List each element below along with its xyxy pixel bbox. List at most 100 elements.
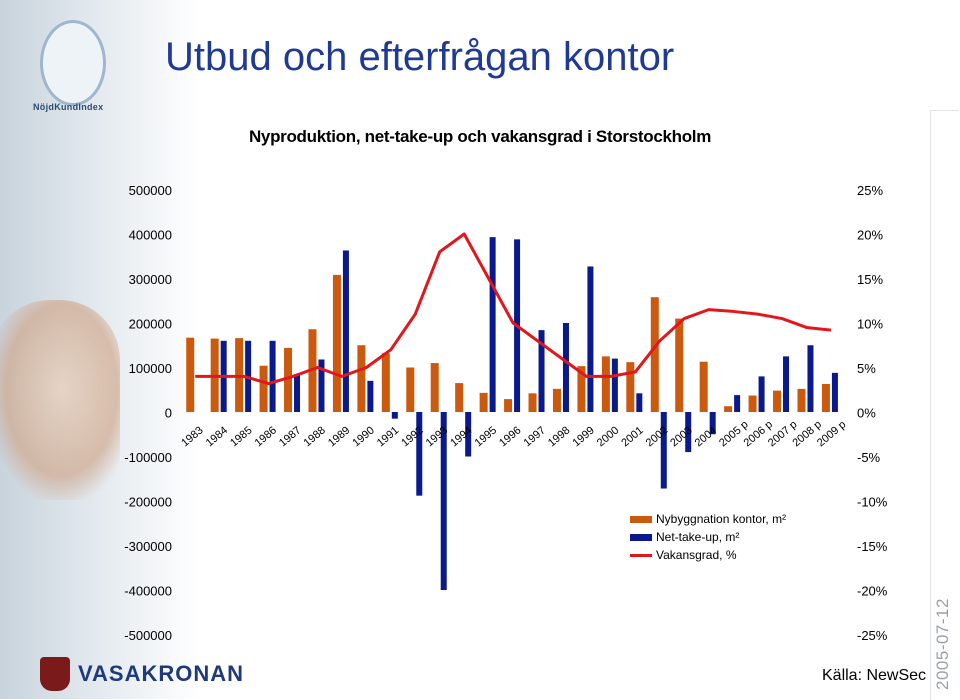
x-tick-label: 1983 [179, 424, 205, 449]
x-tick-label: 1990 [350, 424, 376, 449]
bar-net-take-up [269, 340, 276, 412]
vasakronan-brand: VASAKRONAN [40, 657, 244, 691]
bar-new-construction [724, 406, 733, 412]
y-tick-left: -500000 [124, 628, 172, 643]
bar-new-construction [259, 365, 268, 412]
y-tick-right: -5% [857, 450, 881, 465]
bar-new-construction [357, 345, 366, 412]
bar-net-take-up [709, 412, 716, 435]
x-tick-label: 1998 [546, 424, 572, 449]
y-tick-right: 20% [857, 228, 883, 243]
x-tick-label: 2001 [619, 424, 645, 449]
chart-title: Nyproduktion, net-take-up och vakansgrad… [248, 127, 712, 146]
vacancy-line [195, 232, 832, 386]
bar-net-take-up [758, 376, 765, 412]
bar-net-take-up [465, 412, 472, 457]
bar-new-construction [797, 388, 806, 412]
bar-new-construction [773, 390, 782, 412]
x-tick-label: 1997 [522, 424, 548, 449]
source-note: Källa: NewSec [822, 667, 927, 684]
y-tick-right: -10% [857, 495, 888, 510]
date-stamp: 2005-07-12 [933, 598, 952, 690]
y-tick-left: -200000 [124, 495, 172, 510]
y-tick-right: -15% [857, 539, 888, 554]
y-tick-left: 500000 [129, 183, 172, 198]
bar-net-take-up [660, 412, 667, 489]
brand-text: VASAKRONAN [78, 661, 245, 686]
legend-swatch [630, 553, 652, 557]
x-tick-label: 1984 [204, 424, 230, 449]
y-tick-right: 5% [857, 361, 876, 376]
legend: Nybyggnation kontor, m² Net-take-up, m² … [630, 510, 786, 564]
logo-text: NöjdKundIndex [33, 102, 104, 112]
y-tick-right: 15% [857, 272, 883, 287]
bar-net-take-up [342, 250, 349, 412]
bar-new-construction [528, 393, 537, 412]
y-axis-right: 25% 20% 15% 10% 5% 0% -5% -10% -15% -20% -25% [857, 183, 888, 643]
x-tick-label: 1996 [497, 424, 523, 449]
bar-net-take-up [367, 380, 374, 412]
bar-new-construction [821, 383, 830, 412]
bar-net-take-up [783, 356, 790, 412]
y-tick-left: 0 [165, 406, 172, 421]
y-tick-right: -25% [857, 628, 888, 643]
y-tick-left: -100000 [124, 450, 172, 465]
background-photo-person [0, 300, 120, 500]
bar-new-construction [552, 388, 561, 412]
vacancy-line-group [195, 232, 832, 386]
y-tick-right: 10% [857, 317, 883, 332]
x-tick-label: 1999 [570, 424, 596, 449]
bar-new-construction [430, 363, 439, 412]
bar-new-construction [650, 297, 659, 412]
bar-new-construction [332, 274, 341, 412]
legend-item-net-take-up: Net-take-up, m² [630, 528, 786, 546]
page-title: Utbud och efterfrågan kontor [165, 35, 675, 79]
bar-new-construction [504, 399, 513, 412]
bar-net-take-up [562, 323, 569, 412]
bar-new-construction [577, 366, 586, 412]
y-tick-left: -400000 [124, 584, 172, 599]
bar-new-construction [479, 392, 488, 412]
bar-net-take-up [734, 395, 741, 412]
bar-net-take-up [587, 266, 594, 412]
vasakronan-logo-icon [40, 657, 70, 691]
y-tick-right: -20% [857, 584, 888, 599]
legend-label: Net-take-up, m² [656, 530, 740, 544]
legend-label: Nybyggnation kontor, m² [656, 512, 787, 526]
y-tick-left: 400000 [129, 228, 172, 243]
bar-net-take-up [538, 330, 545, 412]
x-tick-label: 1987 [277, 424, 303, 449]
bar-net-take-up [440, 412, 447, 590]
bar-new-construction [675, 318, 684, 412]
y-axis-left: 500000 400000 300000 200000 100000 0 -100000 -2… [124, 183, 172, 643]
y-tick-left: -300000 [124, 539, 172, 554]
y-tick-right: 0% [857, 406, 876, 421]
x-tick-label: 1989 [326, 424, 352, 449]
x-tick-label: 2000 [595, 424, 621, 449]
bar-new-construction [186, 337, 195, 412]
bar-new-construction [601, 356, 610, 412]
bar-net-take-up [807, 345, 814, 412]
bar-new-construction [455, 383, 464, 412]
bar-net-take-up [391, 412, 398, 419]
bar-new-construction [626, 362, 635, 412]
bar-new-construction [381, 353, 390, 412]
bar-net-take-up [611, 358, 618, 412]
y-tick-left: 300000 [129, 272, 172, 287]
y-tick-left: 100000 [129, 361, 172, 376]
decorative-frame [930, 110, 959, 700]
bar-new-construction [284, 347, 293, 412]
bar-new-construction [699, 361, 708, 412]
bar-net-take-up [831, 372, 838, 412]
x-tick-label: 1991 [375, 424, 401, 449]
bar-new-construction [748, 395, 757, 412]
bar-net-take-up [318, 359, 325, 412]
x-tick-label: 1995 [473, 424, 499, 449]
bar-net-take-up [489, 237, 496, 412]
legend-item-vacancy: Vakansgrad, % [630, 546, 786, 564]
bar-new-construction [406, 367, 415, 412]
x-tick-label: 1988 [301, 424, 327, 449]
legend-label: Vakansgrad, % [656, 548, 737, 562]
y-tick-left: 200000 [129, 317, 172, 332]
